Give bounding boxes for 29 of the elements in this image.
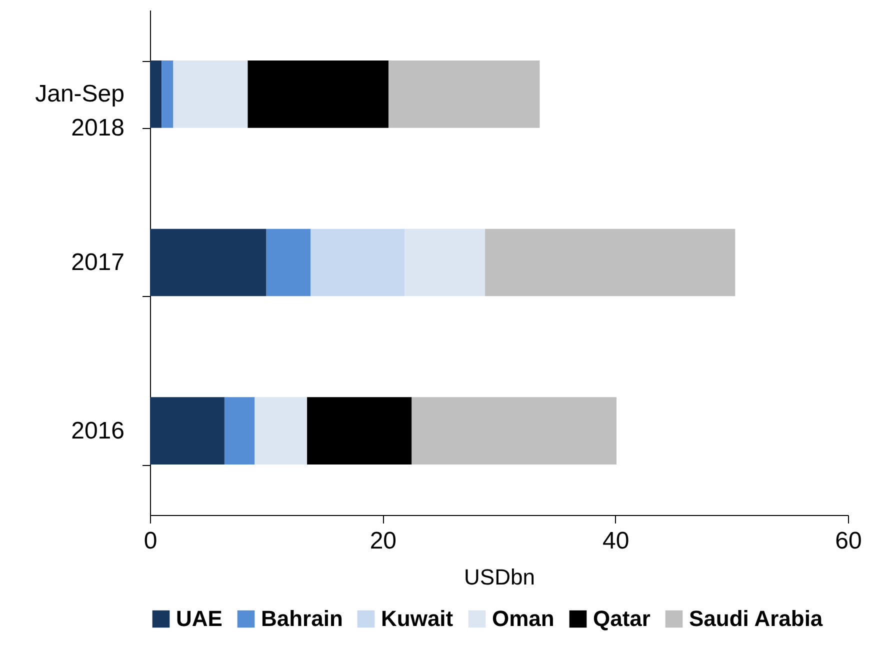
- legend-label: Oman: [492, 606, 554, 631]
- bar: [224, 397, 255, 464]
- x-axis-title: USDbn: [464, 564, 535, 590]
- bar: [310, 228, 405, 296]
- bar: [254, 397, 308, 464]
- bar: [248, 60, 388, 128]
- legend-label: Saudi Arabia: [689, 606, 824, 631]
- legend-label: Bahrain: [261, 606, 343, 631]
- bar: [307, 397, 412, 464]
- x-tick-label: 60: [835, 528, 862, 554]
- bar: [173, 60, 248, 128]
- x-tick-label: 40: [602, 528, 630, 554]
- bar: [266, 228, 311, 296]
- bar: [485, 228, 736, 296]
- y-tick-label: 2016: [71, 417, 124, 444]
- y-tick-label: 2017: [71, 249, 124, 276]
- x-tick-label: 0: [144, 528, 158, 554]
- bar: [162, 60, 174, 128]
- y-tick-label: Jan-Sep 2018: [35, 80, 124, 142]
- bar: [150, 60, 162, 128]
- bar: [388, 60, 540, 128]
- bar: [150, 228, 266, 296]
- legend-label: Kuwait: [381, 606, 454, 631]
- legend-label: Qatar: [593, 606, 651, 631]
- bar: [404, 228, 486, 296]
- bar: [412, 397, 616, 464]
- x-tick-label: 20: [370, 528, 397, 554]
- legend-label: UAE: [176, 606, 222, 631]
- bar: [150, 397, 224, 464]
